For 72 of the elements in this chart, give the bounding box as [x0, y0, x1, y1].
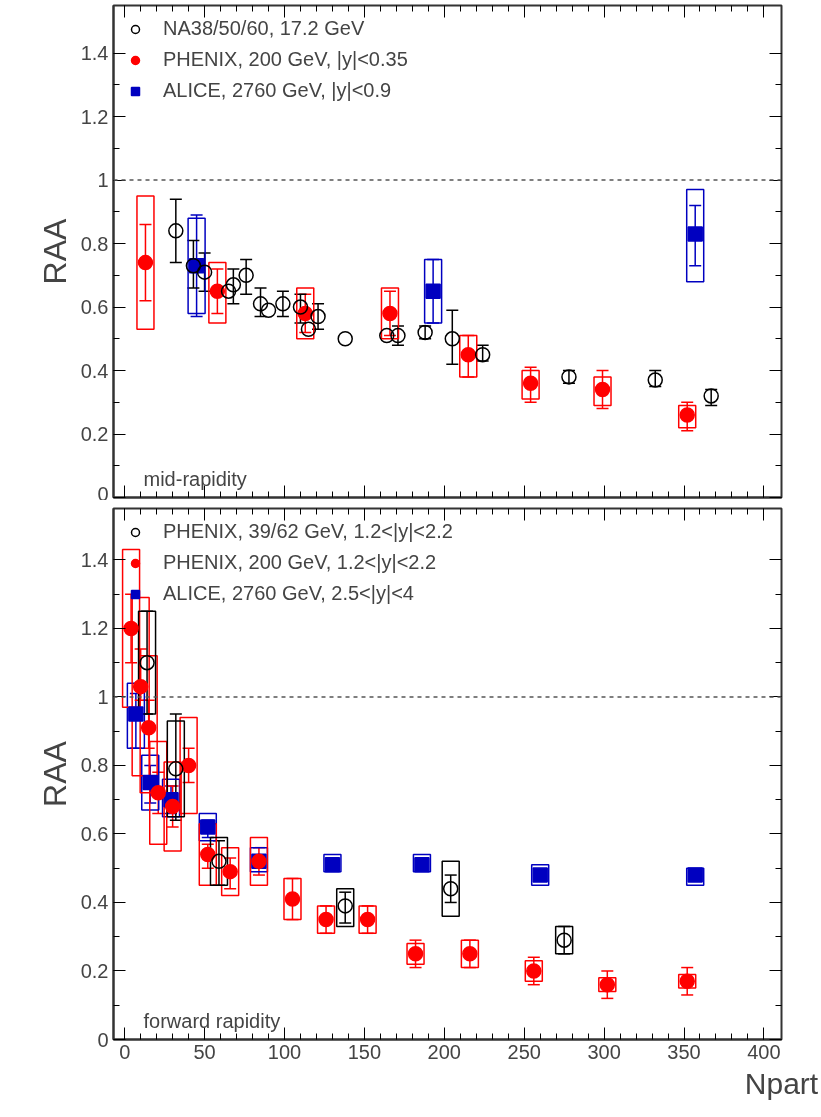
- point: [324, 857, 341, 873]
- x-tick-label: 250: [507, 1040, 541, 1063]
- point: [150, 785, 166, 801]
- y-tick-label: 0: [97, 482, 109, 505]
- bar: [220, 846, 240, 897]
- y-axis-title: RAA: [36, 217, 73, 285]
- point: [275, 296, 291, 312]
- point: [137, 254, 154, 271]
- y-tick-label: 0.4: [80, 891, 109, 914]
- x-tick-label: 200: [427, 1040, 461, 1063]
- y-tick-label: 0.6: [80, 822, 109, 845]
- point: [180, 757, 197, 774]
- point: [140, 720, 157, 736]
- y-tick-label: 0.8: [80, 754, 109, 777]
- bar: [136, 195, 155, 331]
- point: [132, 678, 149, 695]
- bar: [323, 853, 342, 873]
- point: [139, 654, 155, 671]
- x-tick-label: 350: [667, 1040, 701, 1063]
- y-tick-label: 0.2: [80, 423, 109, 446]
- y-tick-label: 1.2: [80, 617, 109, 640]
- legend-label: PHENIX, 200 GeV, 1.2<|y|<2.2: [163, 551, 437, 574]
- y-tick-label: 1: [97, 169, 109, 192]
- bar: [198, 822, 218, 887]
- bar: [521, 369, 540, 400]
- point: [238, 267, 254, 284]
- x-tick-label: 100: [267, 1040, 302, 1063]
- y-tick-label: 0.2: [80, 959, 109, 982]
- y-axis-title: RAA: [36, 740, 73, 807]
- y-tick-label: 0.4: [80, 359, 109, 382]
- point: [252, 296, 269, 312]
- annotation: forward rapidity: [143, 1009, 281, 1032]
- y-tick-label: 1: [97, 685, 109, 708]
- annotation: mid-rapidity: [143, 467, 247, 490]
- bar: [249, 836, 269, 887]
- point: [123, 620, 139, 637]
- legend-label: ALICE, 2760 GeV, |y|<0.9: [163, 79, 392, 102]
- legend-label: NA38/50/60, 17.2 GeV: [163, 17, 365, 40]
- x-tick-label: 400: [747, 1040, 781, 1063]
- bar: [208, 261, 227, 324]
- bar: [441, 860, 460, 917]
- point: [444, 331, 461, 347]
- x-tick-label: 0: [119, 1040, 131, 1063]
- legend-label: PHENIX, 200 GeV, |y|<0.35: [163, 48, 408, 71]
- point: [310, 308, 326, 325]
- point: [379, 327, 395, 344]
- point: [687, 226, 703, 242]
- x-tick-label: 300: [587, 1040, 621, 1063]
- point: [196, 264, 213, 280]
- point: [337, 331, 353, 347]
- y-tick-label: 0.8: [80, 232, 109, 255]
- point: [168, 223, 184, 239]
- x-tick-label: 50: [193, 1040, 216, 1063]
- point: [225, 277, 242, 293]
- point: [128, 706, 144, 722]
- bar: [126, 682, 146, 750]
- x-tick-label: 150: [347, 1040, 382, 1063]
- y-tick-label: 1.4: [80, 548, 109, 571]
- point: [220, 283, 237, 299]
- point: [260, 302, 277, 318]
- legend-label: PHENIX, 39/62 GeV, 1.2<|y|<2.2: [163, 520, 453, 543]
- point: [425, 283, 441, 299]
- bar: [296, 287, 315, 340]
- bar: [141, 754, 160, 811]
- bar: [406, 942, 425, 965]
- legend-label: ALICE, 2760 GeV, 2.5<|y|<4: [163, 582, 414, 605]
- y-tick-label: 0.6: [80, 296, 109, 319]
- point: [168, 761, 184, 777]
- bar: [685, 188, 705, 283]
- x-axis-title: Npart: [744, 1066, 819, 1100]
- y-tick-label: 1.2: [80, 105, 109, 128]
- y-tick-label: 1.4: [80, 42, 109, 65]
